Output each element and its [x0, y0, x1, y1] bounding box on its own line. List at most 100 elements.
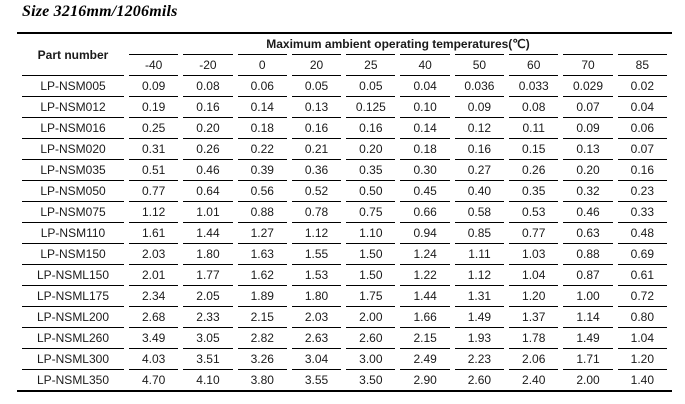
value-cell: 1.04 [617, 328, 667, 349]
value-cell: 2.63 [291, 328, 342, 349]
table-row: LP-NSM150 2.03 1.80 1.63 1.55 1.50 1.24 1.11 1.0… [22, 244, 667, 265]
table-row: LP-NSM110 1.61 1.44 1.27 1.12 1.10 0.94 0.85 0.7… [22, 223, 667, 244]
table-row: LP-NSML350 4.70 4.10 3.80 3.55 3.50 2.90 2.60 2.… [22, 370, 667, 390]
value-cell: 0.46 [563, 202, 613, 223]
value-cell: 2.00 [576, 373, 600, 387]
value-cell: 0.08 [183, 76, 233, 97]
temp-column-header: 50 [454, 54, 505, 76]
value-cell: 0.27 [454, 160, 505, 181]
value-cell: 1.66 [400, 307, 450, 328]
table-row: LP-NSM005 0.09 0.08 0.06 0.05 0.05 0.04 0.036 0.… [22, 76, 667, 97]
table-body: LP-NSM005 0.09 0.08 0.06 0.05 0.05 0.04 0.036 0.… [22, 76, 667, 390]
operating-temperature-table: Part number Maximum ambient operating te… [17, 32, 672, 392]
value-cell: 0.85 [454, 223, 505, 244]
value-cell: 0.07 [563, 97, 613, 118]
value-cell: 1.14 [563, 307, 613, 328]
value-cell: 2.06 [509, 349, 559, 370]
value-cell: 3.50 [359, 373, 383, 387]
value-cell: 2.34 [129, 286, 179, 307]
value-cell: 0.35 [346, 160, 396, 181]
value-cell: 0.16 [617, 160, 667, 181]
value-cell: 0.06 [237, 76, 287, 97]
value-cell: 1.77 [183, 265, 233, 286]
temp-column-header: -40 [129, 54, 179, 76]
part-number-cell: LP-NSM005 [22, 76, 124, 97]
value-cell: 0.66 [400, 202, 450, 223]
value-cell: 1.50 [346, 265, 396, 286]
value-cell: 1.80 [291, 286, 342, 307]
value-cell: 1.78 [509, 328, 559, 349]
value-cell: 2.82 [237, 328, 287, 349]
value-cell: 0.23 [617, 181, 667, 202]
value-cell: 3.04 [291, 349, 342, 370]
part-number-cell: LP-NSM150 [22, 244, 124, 265]
value-cell: 1.53 [291, 265, 342, 286]
value-cell: 1.49 [563, 328, 613, 349]
value-cell: 0.04 [400, 76, 450, 97]
value-cell: 2.40 [522, 373, 546, 387]
table-row: LP-NSM035 0.51 0.46 0.39 0.36 0.35 0.30 0.27 0.2… [22, 160, 667, 181]
value-cell: 0.05 [346, 76, 396, 97]
value-cell: 2.90 [413, 373, 437, 387]
value-cell: 0.07 [617, 139, 667, 160]
value-cell: 0.09 [454, 97, 505, 118]
value-cell: 0.32 [563, 181, 613, 202]
value-cell: 0.33 [617, 202, 667, 223]
value-cell: 0.14 [237, 97, 287, 118]
value-cell: 0.19 [129, 97, 179, 118]
value-cell: 3.80 [250, 373, 274, 387]
value-cell: 0.09 [563, 118, 613, 139]
value-cell: 1.10 [346, 223, 396, 244]
value-cell: 0.26 [183, 139, 233, 160]
value-cell: 0.16 [291, 118, 342, 139]
value-cell: 0.39 [237, 160, 287, 181]
value-cell: 0.13 [563, 139, 613, 160]
value-cell: 0.18 [237, 118, 287, 139]
part-number-cell: LP-NSM020 [22, 139, 124, 160]
value-cell: 0.10 [400, 97, 450, 118]
value-cell: 0.21 [291, 139, 342, 160]
value-cell: 1.44 [400, 286, 450, 307]
temp-header-row: -40 -20 0 20 25 40 50 60 70 85 [22, 54, 667, 76]
part-number-cell: LP-NSML200 [22, 307, 124, 328]
value-cell: 2.00 [346, 307, 396, 328]
part-number-cell: LP-NSML350 [36, 373, 110, 387]
value-cell: 0.06 [617, 118, 667, 139]
part-number-cell: LP-NSM035 [22, 160, 124, 181]
value-cell: 0.61 [617, 265, 667, 286]
value-cell: 0.033 [509, 76, 559, 97]
value-cell: 1.20 [617, 349, 667, 370]
value-cell: 0.02 [617, 76, 667, 97]
value-cell: 2.68 [129, 307, 179, 328]
value-cell: 1.31 [454, 286, 505, 307]
table-row: LP-NSML150 2.01 1.77 1.62 1.53 1.50 1.22 1.12 1.… [22, 265, 667, 286]
part-number-cell: LP-NSML300 [22, 349, 124, 370]
page-title: Size 3216mm/1206mils [22, 3, 178, 20]
value-cell: 0.16 [454, 139, 505, 160]
value-cell: 0.80 [617, 307, 667, 328]
value-cell: 0.88 [563, 244, 613, 265]
value-cell: 0.78 [291, 202, 342, 223]
value-cell: 0.50 [346, 181, 396, 202]
value-cell: 1.27 [237, 223, 287, 244]
value-cell: 0.88 [237, 202, 287, 223]
temp-column-header: 85 [617, 54, 667, 76]
part-number-header: Part number [22, 34, 124, 76]
table-row: LP-NSM016 0.25 0.20 0.18 0.16 0.16 0.14 0.12 0.1… [22, 118, 667, 139]
value-cell: 0.04 [617, 97, 667, 118]
part-number-cell: LP-NSM050 [22, 181, 124, 202]
value-cell: 0.125 [346, 97, 396, 118]
table-row: LP-NSML300 4.03 3.51 3.26 3.04 3.00 2.49 2.23 2.… [22, 349, 667, 370]
value-cell: 4.10 [196, 373, 220, 387]
value-cell: 1.61 [129, 223, 179, 244]
value-cell: 0.13 [291, 97, 342, 118]
value-cell: 1.62 [237, 265, 287, 286]
value-cell: 2.15 [237, 307, 287, 328]
temp-column-header: 20 [291, 54, 342, 76]
value-cell: 3.26 [237, 349, 287, 370]
value-cell: 2.03 [129, 244, 179, 265]
table-row: LP-NSML260 3.49 3.05 2.82 2.63 2.60 2.15 1.93 1.… [22, 328, 667, 349]
value-cell: 0.77 [509, 223, 559, 244]
value-cell: 0.72 [617, 286, 667, 307]
value-cell: 2.15 [400, 328, 450, 349]
